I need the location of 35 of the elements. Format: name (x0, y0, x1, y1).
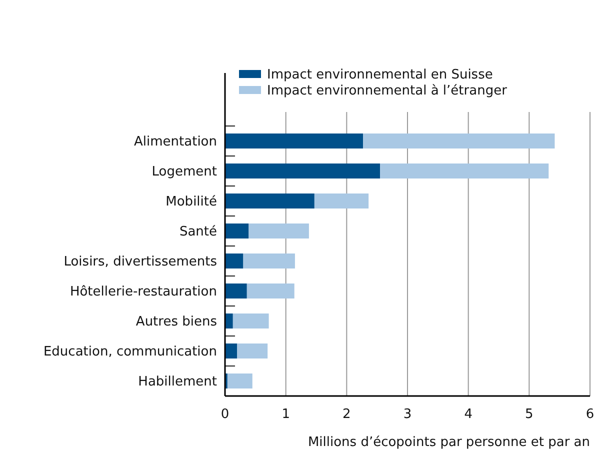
bar (225, 344, 238, 358)
bar (380, 164, 549, 178)
bar (225, 284, 247, 298)
y-tick-label: Mobilité (166, 194, 217, 210)
bar (363, 134, 555, 148)
bar (232, 314, 269, 328)
legend-label: Impact environnemental en Suisse (267, 68, 493, 83)
legend-label: Impact environnemental à l’étranger (267, 84, 508, 99)
bar (225, 224, 249, 238)
x-tick-label: 4 (464, 407, 472, 422)
bar (248, 224, 309, 238)
x-tick-label: 5 (525, 407, 534, 422)
bar (225, 164, 380, 178)
x-axis-title: Millions d’écopoints par personne et par an (308, 435, 590, 450)
bar (246, 284, 294, 298)
x-tick-label: 3 (403, 407, 412, 422)
x-tick-label: 6 (586, 407, 594, 422)
bar (225, 194, 314, 208)
bar (225, 254, 244, 268)
y-tick-label: Logement (152, 164, 217, 180)
bar (243, 254, 295, 268)
x-tick-label: 2 (342, 407, 351, 422)
y-tick-label: Loisirs, divertissements (64, 254, 218, 270)
y-tick-label: Habillement (138, 374, 217, 390)
y-tick-label: Hôtellerie-restauration (70, 284, 217, 300)
y-tick-label: Alimentation (134, 134, 217, 150)
bar (314, 194, 369, 208)
bar (227, 374, 252, 388)
bar (225, 134, 364, 148)
y-tick-label: Autres biens (136, 314, 218, 330)
y-tick-label: Education, communication (43, 344, 217, 360)
y-tick-label: Santé (179, 224, 217, 240)
bar (237, 344, 268, 358)
x-tick-label: 0 (220, 407, 230, 422)
x-tick-label: 1 (282, 407, 290, 422)
